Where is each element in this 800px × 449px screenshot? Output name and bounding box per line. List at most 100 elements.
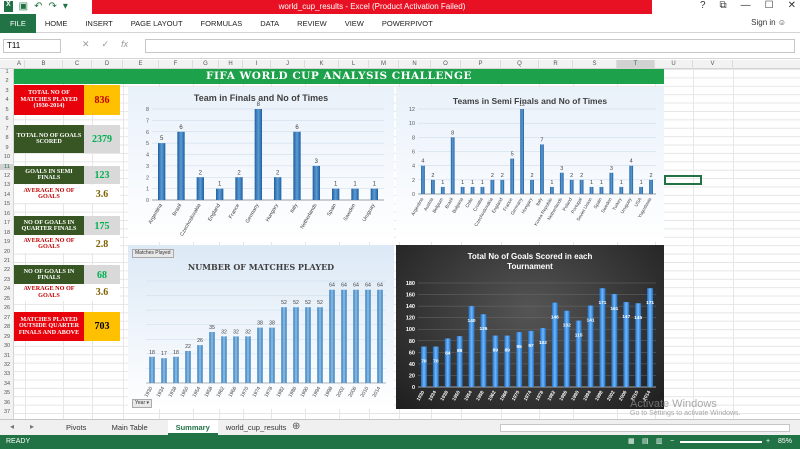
column-header-c[interactable]: C: [63, 60, 92, 69]
ribbon-tab-home[interactable]: HOME: [44, 19, 68, 28]
row-header-28[interactable]: 28: [3, 324, 11, 331]
page-layout-view-icon[interactable]: ▤: [642, 438, 649, 445]
column-header-h[interactable]: H: [219, 60, 243, 69]
row-header-20[interactable]: 20: [3, 248, 11, 255]
row-header-34[interactable]: 34: [3, 380, 11, 387]
minimize-button[interactable]: —: [740, 0, 751, 11]
row-header-19[interactable]: 19: [3, 239, 11, 246]
row-header-22[interactable]: 22: [3, 267, 11, 274]
column-header-q[interactable]: Q: [501, 60, 539, 69]
scroll-tabs-left-icon[interactable]: ◂: [10, 422, 15, 431]
page-break-view-icon[interactable]: ▥: [656, 438, 663, 445]
row-header-10[interactable]: 10: [3, 154, 11, 161]
chart-matches-played[interactable]: NUMBER OF MATCHES PLAYED 18 1930 17 1934 18 19…: [128, 245, 394, 409]
row-header-17[interactable]: 17: [3, 220, 11, 227]
column-header-o[interactable]: O: [431, 60, 461, 69]
row-header-11[interactable]: 11: [0, 163, 13, 170]
row-header-21[interactable]: 21: [3, 258, 11, 264]
ribbon-tab-file[interactable]: FILE: [0, 14, 36, 33]
ribbon-tab-formulas[interactable]: FORMULAS: [200, 19, 243, 28]
column-header-m[interactable]: M: [369, 60, 399, 69]
column-header-e[interactable]: E: [123, 60, 159, 69]
maximize-button[interactable]: ☐: [764, 0, 774, 11]
column-header-t[interactable]: T: [617, 60, 655, 69]
row-header-35[interactable]: 35: [3, 390, 11, 397]
scroll-tabs-right-icon[interactable]: ▸: [30, 422, 35, 431]
row-header-7[interactable]: 7: [5, 125, 9, 132]
row-header-30[interactable]: 30: [3, 343, 11, 350]
zoom-slider[interactable]: [680, 441, 762, 443]
row-header-36[interactable]: 36: [3, 399, 11, 406]
row-header-32[interactable]: 32: [3, 361, 11, 368]
row-header-13[interactable]: 13: [3, 182, 11, 189]
column-header-d[interactable]: D: [92, 60, 123, 69]
row-header-9[interactable]: 9: [5, 144, 9, 151]
column-header-p[interactable]: P: [461, 60, 501, 69]
row-header-16[interactable]: 16: [3, 210, 11, 217]
save-icon[interactable]: ▣: [18, 1, 29, 12]
column-header-v[interactable]: V: [693, 60, 733, 69]
sheet-tab-summary[interactable]: Summary: [167, 420, 218, 435]
customize-qat-icon[interactable]: ▾: [62, 1, 68, 12]
column-header-f[interactable]: F: [159, 60, 193, 69]
selected-cell-t11[interactable]: [664, 175, 702, 185]
help-button[interactable]: ?: [699, 0, 706, 11]
row-header-24[interactable]: 24: [3, 286, 11, 293]
sign-in-link[interactable]: Sign in ☺: [751, 18, 786, 27]
redo-icon[interactable]: ↷: [48, 1, 57, 12]
ribbon-tab-review[interactable]: REVIEW: [297, 19, 327, 28]
column-header-a[interactable]: A: [14, 60, 25, 69]
row-header-6[interactable]: 6: [5, 116, 9, 123]
undo-icon[interactable]: ↶: [34, 1, 43, 12]
enter-icon[interactable]: ✓: [101, 39, 110, 49]
row-header-18[interactable]: 18: [3, 229, 11, 236]
row-header-15[interactable]: 15: [3, 201, 11, 208]
column-header-l[interactable]: L: [339, 60, 369, 69]
zoom-in-icon[interactable]: +: [766, 438, 771, 445]
year-axis-button[interactable]: Year ▾: [132, 399, 153, 408]
sheet-tab-main-table[interactable]: Main Table: [111, 423, 148, 432]
function-icon[interactable]: fx: [121, 39, 129, 49]
row-header-14[interactable]: 14: [3, 191, 11, 198]
column-header-n[interactable]: N: [399, 60, 431, 69]
ribbon-tab-view[interactable]: VIEW: [344, 19, 364, 28]
formula-input[interactable]: [145, 39, 795, 53]
row-header-25[interactable]: 25: [3, 295, 11, 302]
horizontal-scrollbar[interactable]: [500, 424, 790, 432]
row-header-5[interactable]: 5: [5, 106, 9, 113]
chart-goals-per-tournament[interactable]: Total No of Goals Scored in each Tourname…: [396, 245, 664, 409]
sheet-tab-pivots[interactable]: Pivots: [66, 423, 87, 432]
row-header-31[interactable]: 31: [3, 352, 11, 359]
row-header-37[interactable]: 37: [3, 409, 11, 416]
ribbon-tab-data[interactable]: DATA: [260, 19, 280, 28]
ribbon-tab-page-layout[interactable]: PAGE LAYOUT: [130, 19, 183, 28]
zoom-out-icon[interactable]: −: [670, 438, 675, 445]
row-header-4[interactable]: 4: [5, 97, 9, 104]
column-header-k[interactable]: K: [305, 60, 339, 69]
new-sheet-icon[interactable]: ⊕: [292, 421, 301, 432]
column-header-i[interactable]: I: [243, 60, 271, 69]
matches-played-filter-button[interactable]: Matches Played: [132, 249, 174, 258]
ribbon-display-button[interactable]: ⧉: [719, 0, 727, 11]
cancel-icon[interactable]: ✕: [82, 39, 90, 49]
row-header-27[interactable]: 27: [3, 314, 11, 321]
name-box[interactable]: T11: [3, 39, 61, 53]
row-header-1[interactable]: 1: [5, 69, 9, 75]
row-header-3[interactable]: 3: [5, 87, 9, 94]
column-header-b[interactable]: B: [25, 60, 63, 69]
ribbon-tab-powerpivot[interactable]: POWERPIVOT: [381, 19, 433, 28]
chart-team-in-finals[interactable]: Team in Finals and No of Times 0 1 2 3 4 5 6 7 8 5…: [128, 87, 394, 242]
row-header-8[interactable]: 8: [5, 135, 9, 142]
column-header-s[interactable]: S: [573, 60, 617, 69]
normal-view-icon[interactable]: ▦: [628, 438, 635, 445]
row-header-23[interactable]: 23: [3, 276, 11, 283]
row-header-33[interactable]: 33: [3, 371, 11, 378]
chart-teams-in-semi-finals[interactable]: Teams in Semi Finals and No of Times 0 2 4 6…: [396, 87, 664, 242]
close-button[interactable]: ✕: [787, 0, 796, 11]
row-header-26[interactable]: 26: [3, 305, 11, 312]
sheet-tab-world_cup_results[interactable]: world_cup_results: [225, 423, 287, 432]
ribbon-tab-insert[interactable]: INSERT: [85, 19, 113, 28]
column-header-j[interactable]: J: [271, 60, 305, 69]
row-header-29[interactable]: 29: [3, 333, 11, 340]
column-header-g[interactable]: G: [193, 60, 219, 69]
